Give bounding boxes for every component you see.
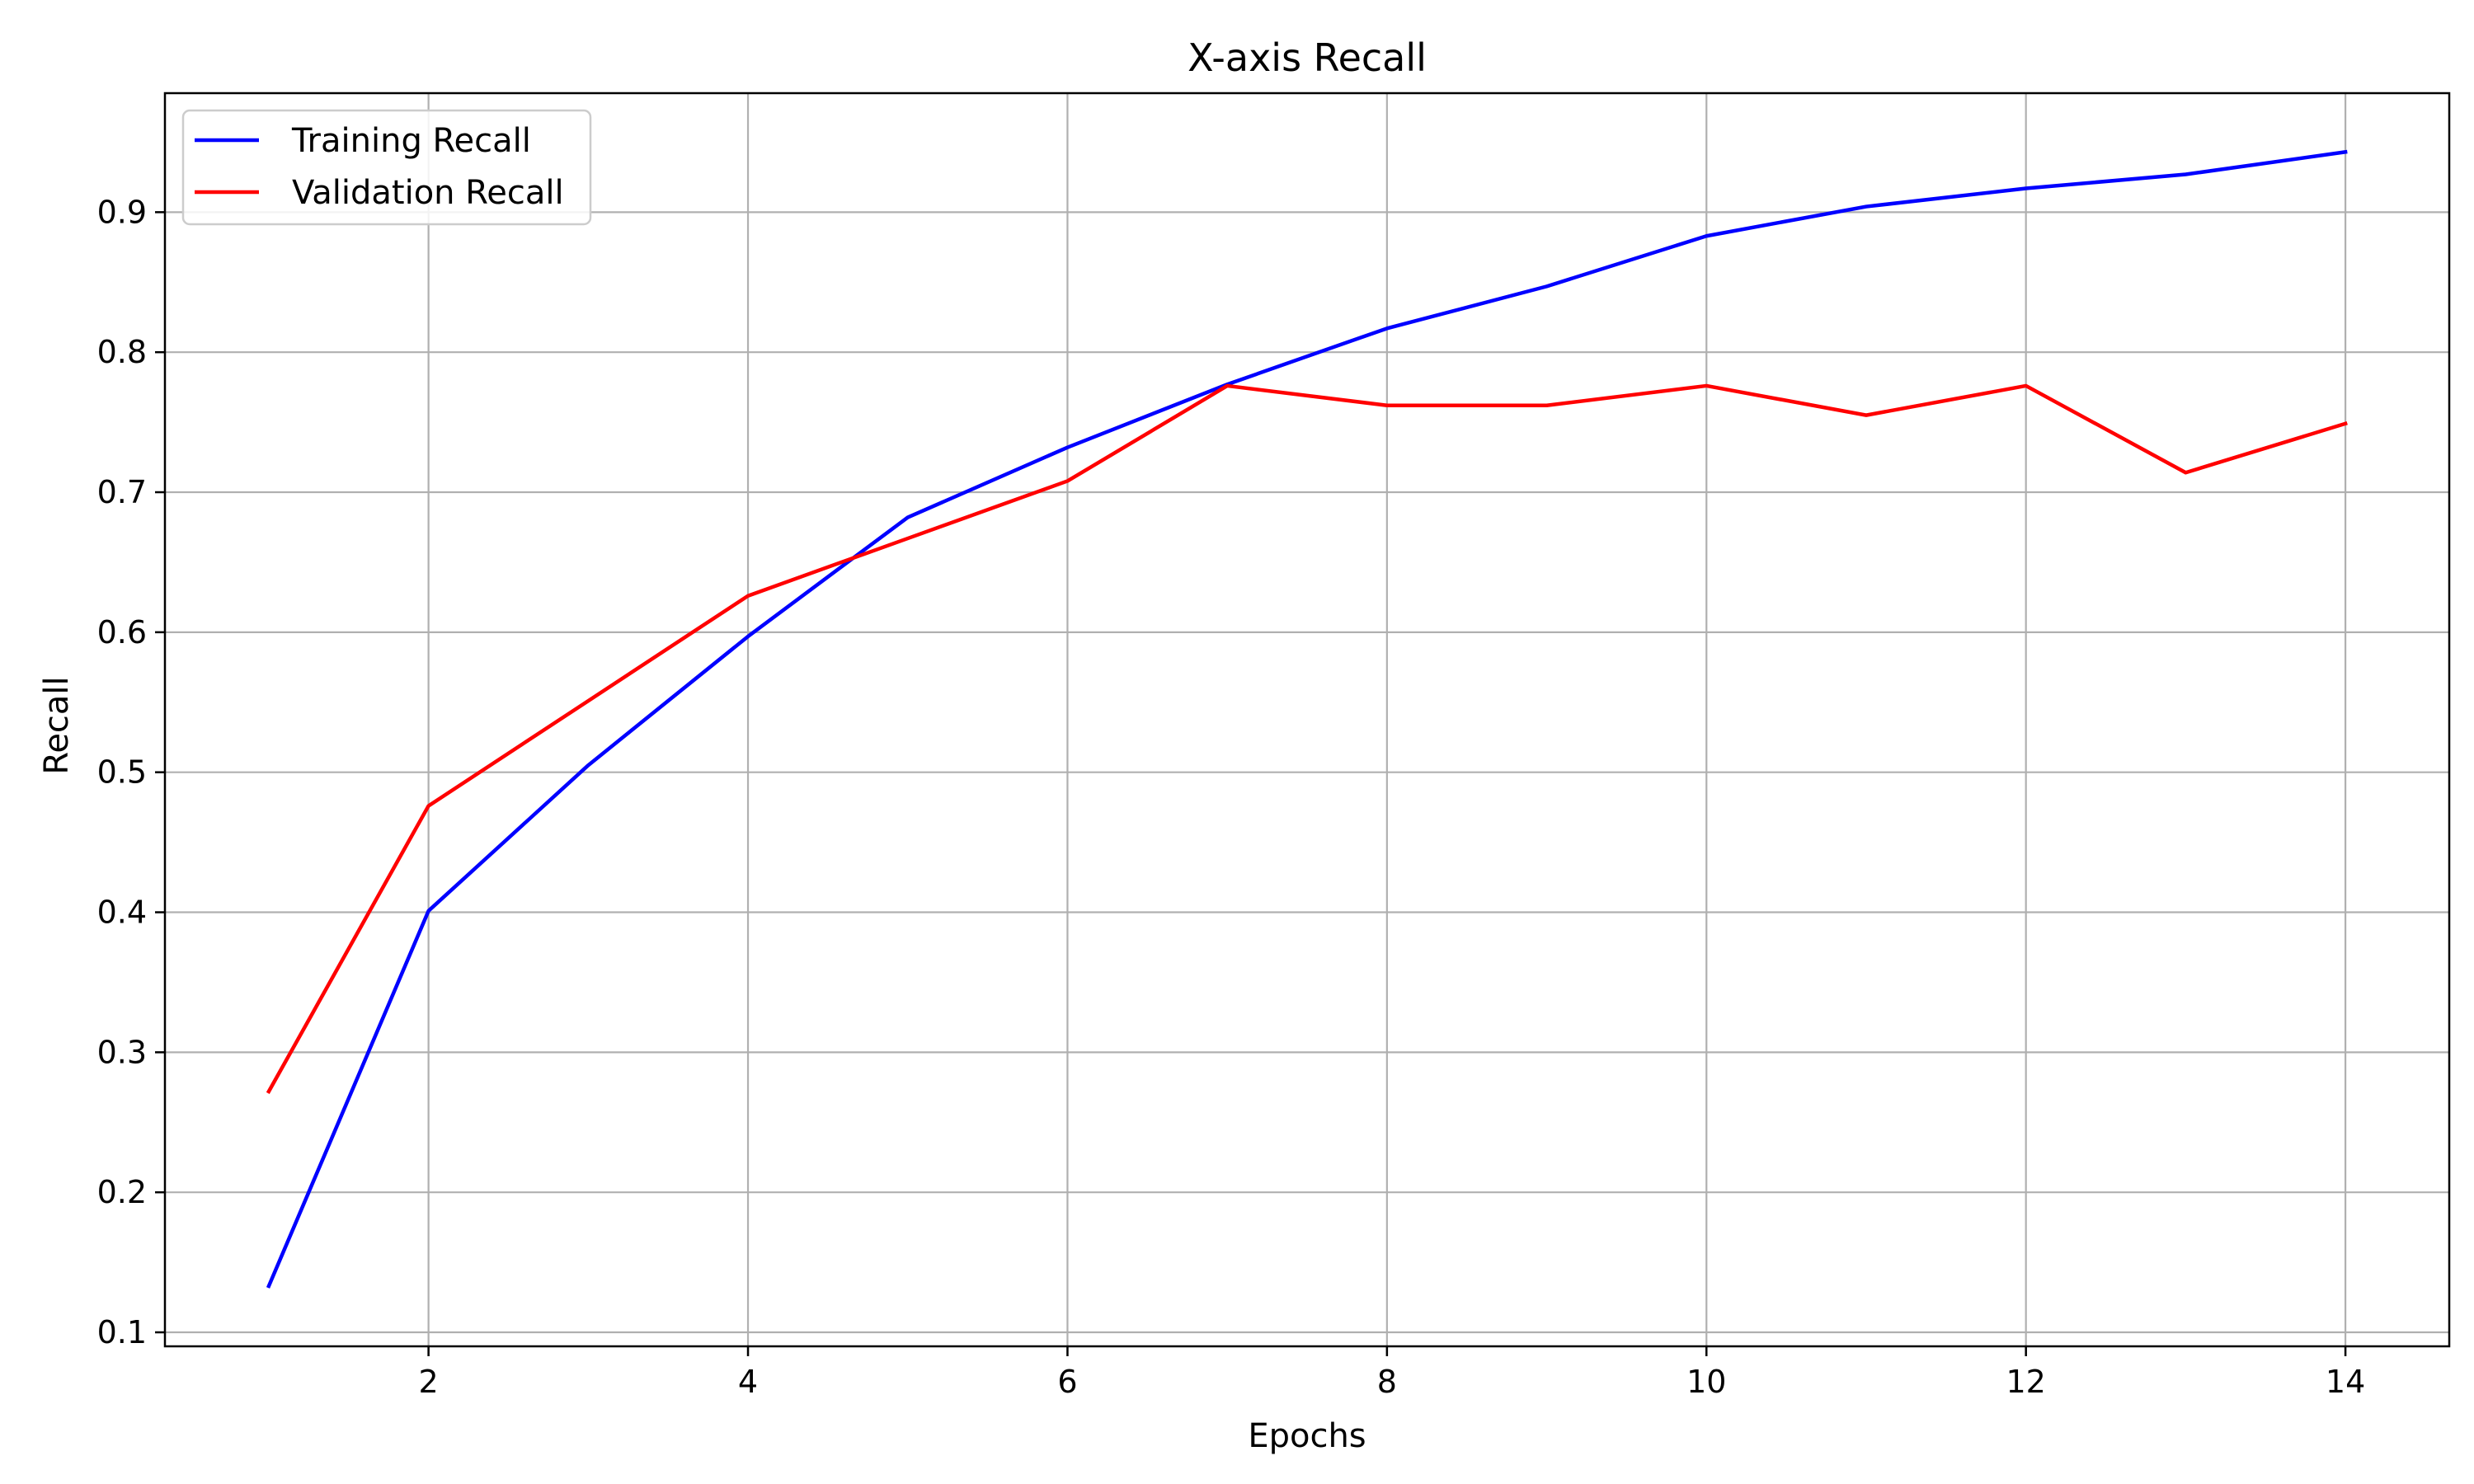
grid-lines	[165, 93, 2449, 1346]
y-tick-label: 0.8	[97, 334, 147, 370]
y-axis-ticks: 0.1 0.2 0.3 0.4 0.5 0.6 0.7 0.8 0.9	[97, 194, 165, 1350]
x-axis-label: Epochs	[1248, 1417, 1366, 1455]
y-tick-label: 0.7	[97, 474, 147, 510]
series-line-validation-recall	[266, 383, 2348, 1094]
plot-frame	[163, 92, 2451, 1348]
x-tick-label: 14	[2326, 1364, 2365, 1400]
x-tick-label: 12	[2006, 1364, 2045, 1400]
series-lines	[266, 149, 2348, 1289]
x-axis-ticks: 2 4 6 8 10 12 14	[419, 1346, 2365, 1400]
y-tick-label: 0.6	[97, 614, 147, 650]
y-axis-label: Recall	[38, 676, 76, 774]
x-tick-label: 4	[738, 1364, 758, 1400]
legend: Training Recall Validation Recall	[181, 109, 592, 226]
x-tick-label: 2	[419, 1364, 439, 1400]
y-tick-label: 0.2	[97, 1174, 147, 1210]
x-tick-label: 8	[1377, 1364, 1397, 1400]
x-tick-label: 10	[1686, 1364, 1726, 1400]
y-tick-label: 0.1	[97, 1314, 147, 1350]
y-tick-label: 0.9	[97, 194, 147, 230]
chart-title: X-axis Recall	[1188, 35, 1427, 80]
legend-box	[181, 109, 592, 226]
y-tick-label: 0.4	[97, 895, 147, 931]
x-tick-label: 6	[1057, 1364, 1077, 1400]
y-tick-label: 0.3	[97, 1034, 147, 1070]
series-line-training-recall	[266, 149, 2348, 1289]
y-tick-label: 0.5	[97, 754, 147, 791]
legend-label: Training Recall	[291, 122, 531, 160]
legend-label: Validation Recall	[292, 174, 564, 212]
